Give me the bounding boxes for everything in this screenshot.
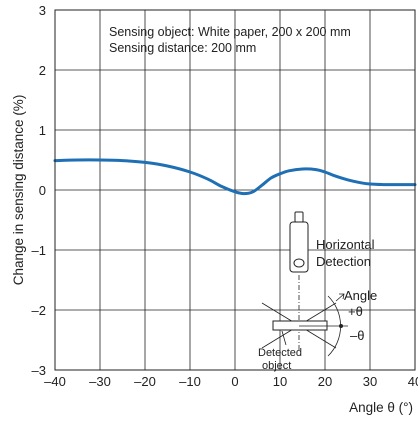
diagram-label-minus-theta: –θ <box>350 328 364 343</box>
detection-diagram: Horizontal Detection Angle +θ –θ Detecte… <box>258 211 377 372</box>
diagram-label-detected: Detected <box>258 347 302 359</box>
diagram-label-object: object <box>262 360 291 372</box>
y-tick-label: 3 <box>39 3 46 18</box>
diagram-label-plus-theta: +θ <box>348 304 363 319</box>
plot-frame <box>54 9 416 371</box>
x-tick-label: –30 <box>89 374 111 389</box>
x-tick-label: –40 <box>44 374 66 389</box>
angle-arrow-icon <box>335 293 345 302</box>
x-tick-label: 20 <box>318 374 332 389</box>
annotation-sensing-distance: Sensing distance: 200 mm <box>109 41 256 55</box>
x-tick-label: 40 <box>408 374 418 389</box>
x-tick-label: 10 <box>273 374 287 389</box>
y-tick-label: 2 <box>39 63 46 78</box>
diagram-label-angle: Angle <box>344 288 377 303</box>
x-tick-label: –10 <box>179 374 201 389</box>
pivot-dot-icon <box>339 324 343 328</box>
y-tick-label: –3 <box>32 363 46 378</box>
y-tick-label: –2 <box>32 303 46 318</box>
x-tick-label: 0 <box>231 374 238 389</box>
x-tick-label: –20 <box>134 374 156 389</box>
diagram-label-detection: Detection <box>316 254 371 269</box>
diagram-label-horizontal: Horizontal <box>316 237 375 252</box>
annotation-sensing-object: Sensing object: White paper, 200 x 200 m… <box>109 25 351 39</box>
y-axis-label: Change in sensing distance (%) <box>11 95 26 286</box>
y-tick-label: –1 <box>32 243 46 258</box>
x-tick-label: 30 <box>363 374 377 389</box>
y-tick-label: 1 <box>39 123 46 138</box>
sensor-icon <box>289 211 309 273</box>
x-axis-label: Angle θ (°) <box>349 400 413 415</box>
detected-object-leader <box>281 330 287 346</box>
series-line <box>53 158 417 196</box>
y-tick-label: 0 <box>39 183 46 198</box>
series-layer <box>53 158 417 196</box>
detected-object-icon <box>272 320 328 331</box>
